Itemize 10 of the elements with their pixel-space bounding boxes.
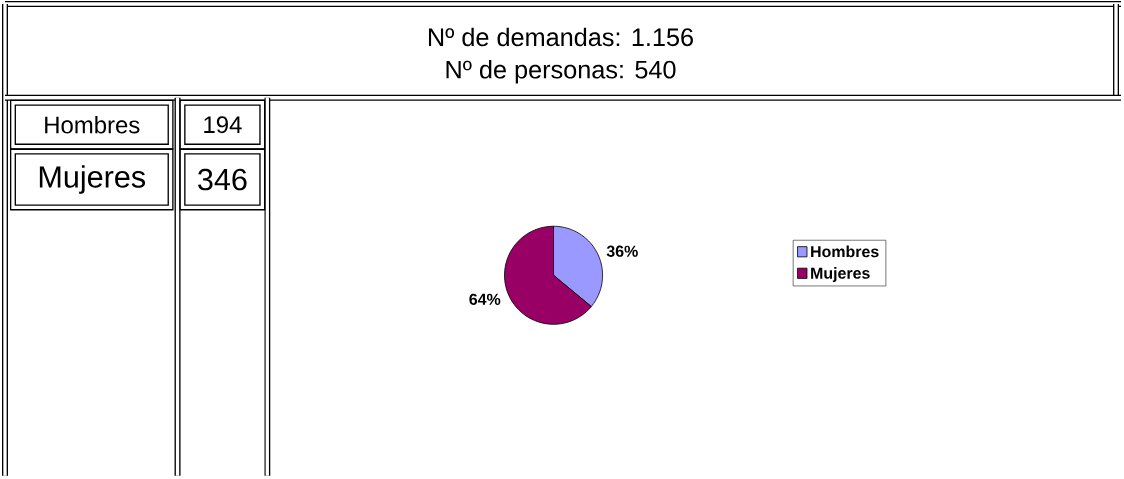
legend-label: Hombres	[811, 245, 879, 258]
text: 194	[204, 116, 242, 134]
chart-title: Nº de demandas: 1.156	[428, 27, 693, 47]
chart-subtitle: Nº de personas: 540	[446, 60, 676, 84]
text: Hombres	[45, 116, 140, 134]
text: 346	[198, 168, 247, 191]
data-label: 64%	[469, 293, 501, 306]
data-label: 36%	[606, 245, 638, 258]
text: Mujeres	[39, 165, 146, 194]
legend-label: Mujeres	[811, 267, 870, 283]
